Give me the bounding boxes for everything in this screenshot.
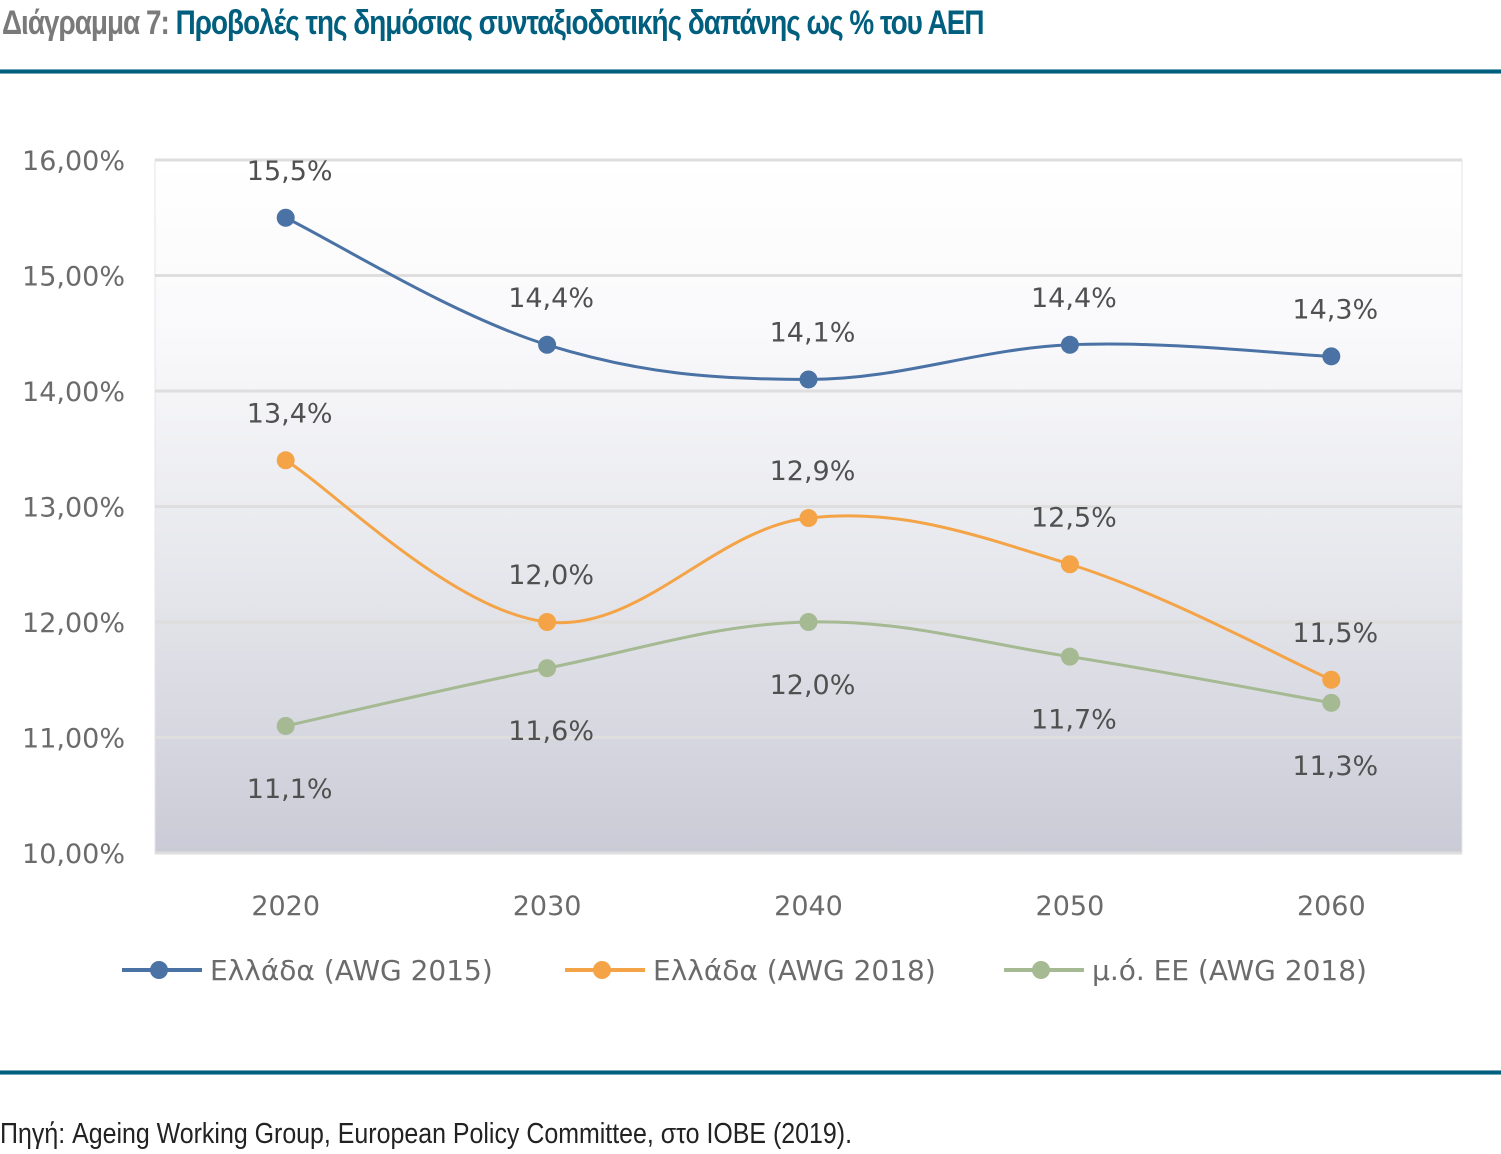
x-tick-label: 2030 (513, 891, 582, 922)
data-point (1060, 335, 1079, 354)
legend-label: Ελλάδα (AWG 2018) (653, 954, 936, 987)
legend-label: Ελλάδα (AWG 2015) (210, 954, 493, 987)
y-tick-label: 14,00% (22, 377, 125, 408)
x-tick-label: 2060 (1297, 891, 1366, 922)
x-axis: 2020 2030 2040 2050 2060 (251, 891, 1365, 922)
data-label: 11,5% (1292, 618, 1378, 649)
y-axis: 10,00% 11,00% 12,00% 13,00% 14,00% 15,00% 16,0… (22, 146, 125, 870)
legend-marker-icon (1032, 961, 1050, 979)
data-point (538, 613, 557, 631)
y-tick-label: 12,00% (22, 608, 125, 639)
legend-item-1: Ελλάδα (AWG 2015) (122, 954, 493, 987)
data-label: 14,1% (770, 317, 856, 348)
data-label: 13,4% (247, 398, 333, 429)
data-label: 15,5% (247, 156, 333, 187)
data-point (1322, 347, 1341, 366)
x-tick-label: 2050 (1036, 891, 1105, 922)
data-point (538, 335, 557, 354)
chart-title: Διάγραμμα 7: Προβολές της δημόσιας συντα… (2, 0, 985, 50)
data-label: 14,4% (508, 283, 594, 314)
data-point (1322, 693, 1341, 712)
data-labels: 15,5% 14,4% 14,1% 14,4% 14,3% 13,4% 12,0% 12,9%… (247, 156, 1378, 805)
data-point (276, 451, 295, 470)
legend: Ελλάδα (AWG 2015) Ελλάδα (AWG 2018) μ.ό. Ε… (122, 954, 1367, 987)
legend-marker-icon (150, 961, 168, 979)
figure-title: Προβολές της δημόσιας συνταξιοδοτικής δα… (175, 4, 985, 42)
top-divider (0, 69, 1501, 74)
legend-label: μ.ό. ΕΕ (AWG 2018) (1092, 954, 1367, 987)
data-label: 11,1% (247, 774, 333, 805)
figure-number: Διάγραμμα 7: (2, 4, 170, 42)
x-tick-label: 2020 (251, 891, 320, 922)
series-2 (276, 451, 1341, 689)
y-tick-label: 10,00% (22, 839, 125, 870)
y-tick-label: 16,00% (22, 146, 125, 177)
bottom-divider (0, 1070, 1501, 1075)
data-label: 11,6% (508, 716, 594, 747)
data-point (799, 370, 818, 389)
data-label: 12,0% (508, 560, 594, 591)
data-label: 12,0% (770, 670, 856, 701)
series-1 (276, 208, 1341, 389)
data-point (538, 659, 557, 678)
data-point (276, 208, 295, 227)
data-label: 12,5% (1031, 502, 1117, 533)
data-point (276, 716, 295, 735)
data-point (1060, 555, 1079, 574)
data-point (799, 509, 818, 528)
data-point (1322, 670, 1341, 689)
data-label: 11,3% (1292, 751, 1378, 782)
y-tick-label: 13,00% (22, 493, 125, 524)
legend-item-2: Ελλάδα (AWG 2018) (565, 954, 936, 987)
data-label: 11,7% (1031, 705, 1117, 736)
y-tick-label: 15,00% (22, 262, 125, 293)
series-group (276, 208, 1341, 735)
data-point (1060, 647, 1079, 666)
x-tick-label: 2040 (774, 891, 843, 922)
data-label: 14,4% (1031, 283, 1117, 314)
source-note: Πηγή: Ageing Working Group, European Pol… (0, 1118, 853, 1150)
legend-marker-icon (593, 961, 611, 979)
data-point (799, 613, 818, 631)
legend-item-3: μ.ό. ΕΕ (AWG 2018) (1004, 954, 1367, 987)
line-chart: 10,00% 11,00% 12,00% 13,00% 14,00% 15,00% 16,0… (22, 146, 1463, 987)
y-tick-label: 11,00% (22, 724, 125, 755)
data-label: 14,3% (1292, 294, 1378, 325)
data-label: 12,9% (770, 456, 856, 487)
series-3 (276, 613, 1341, 735)
